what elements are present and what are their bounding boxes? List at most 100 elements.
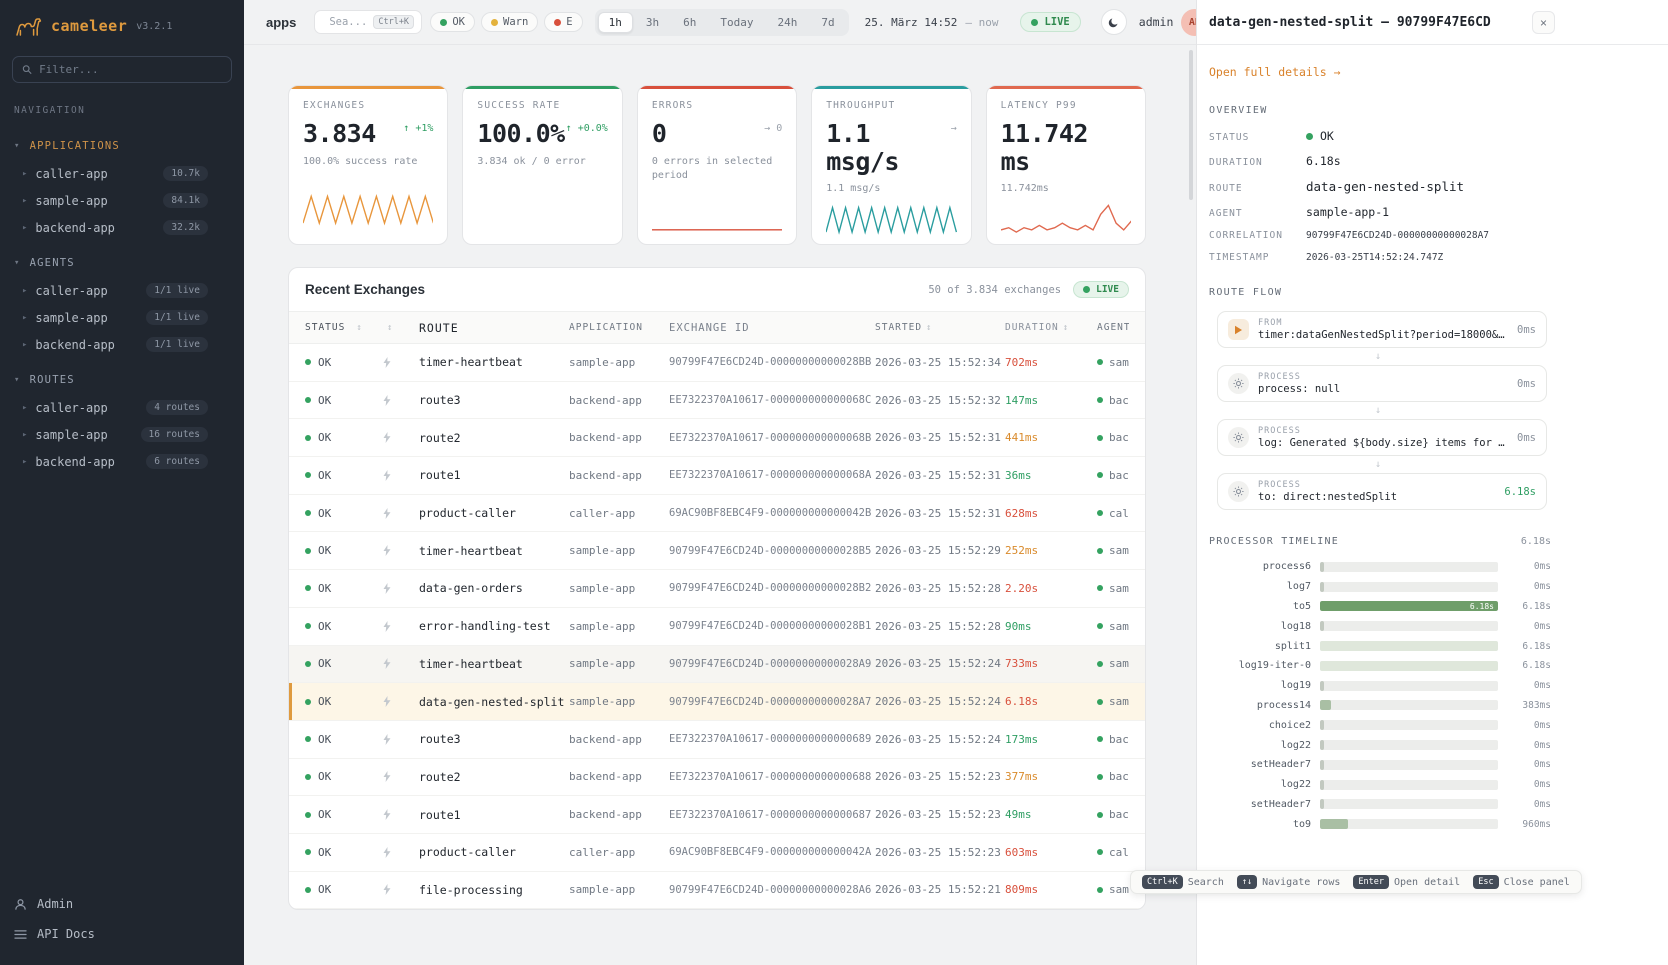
from-step-icon (1228, 319, 1249, 340)
section-header-routes[interactable]: ▾ ROUTES (14, 374, 75, 386)
trace-cell[interactable] (383, 507, 419, 519)
table-row[interactable]: OK product-caller caller-app 69AC90BF8EB… (289, 495, 1145, 533)
status-filter-warn[interactable]: Warn (481, 12, 539, 32)
timeline-row-setHeader7[interactable]: setHeader7 0ms (1209, 795, 1551, 815)
timeline-row-process14[interactable]: process14 383ms (1209, 696, 1551, 716)
live-dot-icon (1031, 18, 1039, 26)
kpi-delta: ↑ +0.0% (565, 123, 608, 134)
status-filter-ok[interactable]: OK (430, 12, 475, 32)
exchange-id-cell: EE7322370A10617-0000000000000688 (669, 770, 872, 783)
flow-step-1[interactable]: PROCESS process: null 0ms (1217, 365, 1547, 402)
flow-step-3[interactable]: PROCESS to: direct:nestedSplit 6.18s (1217, 473, 1547, 510)
flow-step-2[interactable]: PROCESS log: Generated ${body.size} item… (1217, 419, 1547, 456)
table-row[interactable]: OK timer-heartbeat sample-app 90799F47E6… (289, 532, 1145, 571)
table-row[interactable]: OK timer-heartbeat sample-app 90799F47E6… (289, 645, 1145, 684)
timeline-row-to5[interactable]: to5 6.18s 6.18s (1209, 597, 1551, 617)
search-box[interactable]: Ctrl+K (314, 10, 423, 34)
table-row[interactable]: OK product-caller caller-app 69AC90BF8EB… (289, 834, 1145, 872)
table-row[interactable]: OK route3 backend-app EE7322370A10617-00… (289, 721, 1145, 759)
open-full-details-link[interactable]: Open full details → (1209, 65, 1341, 79)
timeline-row-log22[interactable]: log22 0ms (1209, 775, 1551, 795)
trace-cell[interactable] (383, 884, 419, 896)
timeline-row-split1[interactable]: split1 6.18s (1209, 636, 1551, 656)
table-row[interactable]: OK data-gen-orders sample-app 90799F47E6… (289, 570, 1145, 608)
overview-value: 2026-03-25T14:52:24.747Z (1306, 252, 1444, 263)
timeline-bar-fill (1320, 720, 1324, 731)
timeline-row-log18[interactable]: log18 0ms (1209, 616, 1551, 636)
trace-cell[interactable] (383, 620, 419, 632)
footer-item-api-docs[interactable]: API Docs (0, 919, 244, 949)
sidebar-item-caller-app[interactable]: ▸ caller-app 1/1 live (0, 277, 244, 304)
trace-cell[interactable] (383, 846, 419, 858)
range-button-7d[interactable]: 7d (810, 12, 845, 33)
timeline-row-choice2[interactable]: choice2 0ms (1209, 715, 1551, 735)
sidebar-item-sample-app[interactable]: ▸ sample-app 1/1 live (0, 304, 244, 331)
overview-row-status: STATUS OK (1209, 129, 1656, 143)
range-button-6h[interactable]: 6h (672, 12, 707, 33)
range-button-24h[interactable]: 24h (767, 12, 809, 33)
timeline-row-log19[interactable]: log19 0ms (1209, 676, 1551, 696)
agent-dot-icon (1097, 434, 1103, 441)
trace-cell[interactable] (383, 394, 419, 406)
sidebar-item-sample-app[interactable]: ▸ sample-app 84.1k (0, 187, 244, 214)
sidebar-item-caller-app[interactable]: ▸ caller-app 4 routes (0, 394, 244, 421)
trace-cell[interactable] (383, 432, 419, 444)
close-panel-button[interactable]: × (1532, 11, 1555, 34)
timeline-row-process6[interactable]: process6 0ms (1209, 557, 1551, 577)
table-row[interactable]: OK file-processing sample-app 90799F47E6… (289, 872, 1145, 910)
card-accent-bar (289, 86, 448, 89)
column-header-trace[interactable]: ↕ (383, 322, 419, 333)
trace-cell[interactable] (383, 658, 419, 670)
table-row[interactable]: OK data-gen-nested-split sample-app 9079… (289, 683, 1145, 721)
item-label: caller-app (35, 166, 108, 181)
timeline-row-to9[interactable]: to9 960ms (1209, 814, 1551, 834)
footer-item-admin[interactable]: Admin (0, 889, 244, 919)
sidebar-item-backend-app[interactable]: ▸ backend-app 1/1 live (0, 331, 244, 358)
range-button-3h[interactable]: 3h (635, 12, 670, 33)
date-range-label[interactable]: 25. März 14:52 (864, 15, 958, 29)
dark-mode-toggle[interactable] (1100, 9, 1127, 35)
flow-step-0[interactable]: FROM timer:dataGenNestedSplit?period=180… (1217, 311, 1547, 348)
sidebar-item-sample-app[interactable]: ▸ sample-app 16 routes (0, 421, 244, 448)
timeline-row-setHeader7[interactable]: setHeader7 0ms (1209, 755, 1551, 775)
trace-cell[interactable] (383, 696, 419, 708)
trace-cell[interactable] (383, 733, 419, 745)
trace-cell[interactable] (383, 356, 419, 368)
trace-cell[interactable] (383, 809, 419, 821)
section-header-agents[interactable]: ▾ AGENTS (14, 257, 75, 269)
sidebar-filter[interactable] (12, 56, 232, 83)
timeline-row-log22[interactable]: log22 0ms (1209, 735, 1551, 755)
table-row[interactable]: OK route2 backend-app EE7322370A10617-00… (289, 759, 1145, 797)
ok-dot-icon (305, 359, 311, 366)
range-button-1h[interactable]: 1h (597, 11, 633, 33)
route-cell: route2 (419, 769, 461, 784)
section-header-applications[interactable]: ▾ APPLICATIONS (14, 140, 120, 152)
column-header-status[interactable]: STATUS ↕ (305, 322, 363, 333)
live-indicator[interactable]: LIVE (1020, 12, 1081, 32)
table-row[interactable]: OK route3 backend-app EE7322370A10617-00… (289, 382, 1145, 420)
agent-dot-icon (1097, 510, 1103, 517)
filter-input[interactable] (39, 63, 222, 76)
trace-cell[interactable] (383, 469, 419, 481)
table-row[interactable]: OK route2 backend-app EE7322370A10617-00… (289, 419, 1145, 458)
column-header-started[interactable]: STARTED ↕ (875, 322, 933, 333)
trace-cell[interactable] (383, 545, 419, 557)
table-row[interactable]: OK error-handling-test sample-app 90799F… (289, 608, 1145, 646)
trace-cell[interactable] (383, 582, 419, 594)
search-input[interactable] (329, 16, 368, 28)
sidebar-item-caller-app[interactable]: ▸ caller-app 10.7k (0, 160, 244, 187)
sidebar-item-backend-app[interactable]: ▸ backend-app 6 routes (0, 448, 244, 475)
table-row[interactable]: OK timer-heartbeat sample-app 90799F47E6… (289, 344, 1145, 382)
table-row[interactable]: OK route1 backend-app EE7322370A10617-00… (289, 796, 1145, 834)
table-row[interactable]: OK route1 backend-app EE7322370A10617-00… (289, 457, 1145, 495)
route-cell: product-caller (419, 506, 516, 521)
ok-dot-icon (305, 660, 311, 667)
timeline-row-log19-iter-0[interactable]: log19-iter-0 6.18s (1209, 656, 1551, 676)
column-header-duration[interactable]: DURATION ↕ (1005, 322, 1070, 333)
sidebar-item-backend-app[interactable]: ▸ backend-app 32.2k (0, 214, 244, 241)
main-scrollbar[interactable] (1189, 50, 1193, 200)
timeline-row-log7[interactable]: log7 0ms (1209, 577, 1551, 597)
status-filter-e[interactable]: E (544, 12, 583, 32)
trace-cell[interactable] (383, 771, 419, 783)
range-button-today[interactable]: Today (709, 12, 764, 33)
